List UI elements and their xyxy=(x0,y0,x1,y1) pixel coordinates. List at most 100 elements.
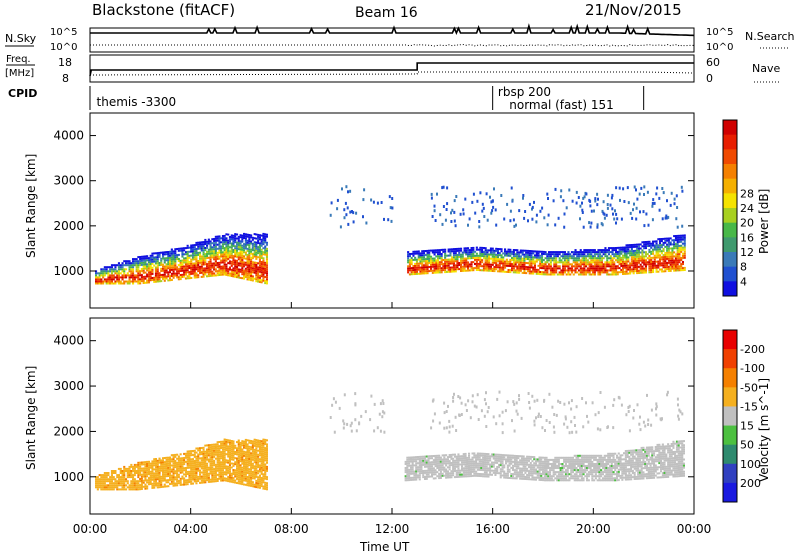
velocity-cell xyxy=(165,485,168,488)
velocity-cell xyxy=(191,466,194,469)
power-cell xyxy=(488,265,491,268)
power-cell xyxy=(465,251,468,254)
power-cell xyxy=(169,252,172,255)
power-cell xyxy=(162,251,165,254)
velocity-cell xyxy=(204,450,207,453)
velocity-cell xyxy=(264,473,267,476)
power-cell xyxy=(227,268,230,271)
velocity-cell xyxy=(199,461,202,464)
power-cell xyxy=(100,278,103,281)
velocity-cell xyxy=(216,453,219,456)
power-cell xyxy=(211,262,214,265)
power-cell xyxy=(345,213,348,217)
power-cell xyxy=(611,261,614,264)
power-cell xyxy=(518,209,521,213)
velocity-cell xyxy=(132,467,135,470)
velocity-cell xyxy=(102,486,105,489)
power-cell xyxy=(595,263,598,266)
power-cell xyxy=(234,239,237,242)
velocity-cell xyxy=(139,488,142,491)
power-cell xyxy=(486,218,489,222)
power-cell xyxy=(615,249,618,252)
velocity-cell xyxy=(218,449,221,452)
power-cell xyxy=(251,269,254,272)
power-cell xyxy=(216,237,219,240)
power-cell xyxy=(623,272,626,275)
velocity-cell xyxy=(116,476,119,479)
power-cell xyxy=(151,277,154,279)
power-cell xyxy=(632,270,635,273)
power-cell xyxy=(519,261,522,264)
velocity-cell xyxy=(191,474,194,477)
power-cell xyxy=(170,254,173,257)
power-cell xyxy=(630,270,633,273)
velocity-cell xyxy=(220,447,223,449)
power-cell xyxy=(230,234,233,237)
power-cell xyxy=(674,243,677,246)
velocity-cell xyxy=(221,440,224,443)
power-cell xyxy=(260,263,263,265)
power-cell xyxy=(139,260,142,262)
velocity-cell xyxy=(251,464,254,467)
power-cell xyxy=(468,265,471,268)
velocity-cell xyxy=(244,455,247,458)
power-cell xyxy=(595,259,598,262)
power-cell xyxy=(125,280,128,283)
power-cell xyxy=(646,261,649,264)
velocity-cell xyxy=(133,486,136,489)
velocity-cell xyxy=(137,484,140,487)
power-cell xyxy=(479,269,482,272)
power-cell xyxy=(228,250,231,253)
velocity-cell xyxy=(262,446,265,449)
velocity-cell xyxy=(223,438,226,441)
velocity-cell xyxy=(227,447,230,450)
velocity-cell xyxy=(190,458,193,461)
power-cell xyxy=(151,260,154,263)
velocity-cell xyxy=(265,459,268,462)
power-colorbar-label: Power [dB] xyxy=(757,189,771,254)
power-cell xyxy=(251,277,254,280)
power-cell xyxy=(179,267,182,270)
velocity-cell xyxy=(420,461,423,464)
power-cell xyxy=(223,263,226,266)
power-cell xyxy=(383,217,385,221)
nsky-panel: N.Sky 10^5 10^0 10^5 10^0 N.Search xyxy=(5,23,795,53)
power-cell xyxy=(230,264,233,267)
power-cell xyxy=(423,266,426,269)
velocity-cell xyxy=(408,472,411,475)
velocity-cell xyxy=(429,455,432,458)
power-cell xyxy=(652,248,655,251)
power-cell xyxy=(218,237,221,240)
nave-label: Nave xyxy=(752,62,780,75)
velocity-cell xyxy=(188,450,191,453)
power-cell xyxy=(616,273,619,276)
power-cell xyxy=(555,255,558,258)
velocity-cell xyxy=(211,445,214,448)
power-cell xyxy=(146,275,149,278)
power-cell xyxy=(600,259,603,262)
power-cell xyxy=(421,256,424,259)
velocity-cell xyxy=(408,456,411,459)
power-cell xyxy=(253,271,256,274)
power-cell xyxy=(237,274,240,277)
velocity-cell xyxy=(100,486,103,489)
power-cell xyxy=(666,253,669,256)
power-cell xyxy=(512,255,515,258)
velocity-cell xyxy=(162,475,165,478)
power-cell xyxy=(592,249,595,252)
power-cell xyxy=(627,246,630,249)
velocity-cell xyxy=(211,443,214,446)
power-cell xyxy=(590,249,593,252)
velocity-cell xyxy=(188,460,191,463)
power-cell xyxy=(673,251,676,254)
velocity-cell xyxy=(167,458,170,461)
velocity-cell xyxy=(255,469,258,472)
power-cell xyxy=(125,276,128,279)
power-cell xyxy=(105,268,108,271)
power-cell xyxy=(674,265,677,268)
power-cell xyxy=(470,255,473,258)
power-cell xyxy=(447,250,450,253)
power-cell xyxy=(551,251,554,254)
power-cell xyxy=(250,234,253,237)
power-cell xyxy=(481,259,484,262)
